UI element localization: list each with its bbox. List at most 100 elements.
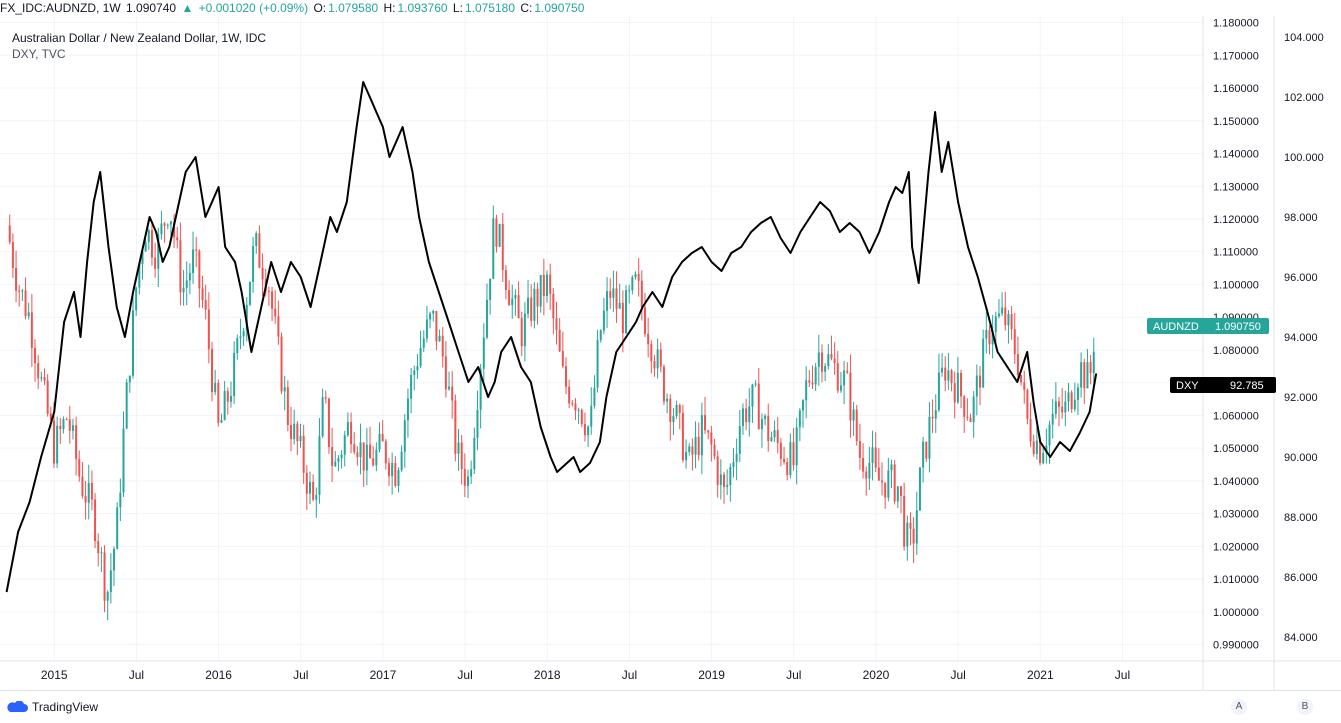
candle-body <box>296 423 299 442</box>
tradingview-logo[interactable]: TradingView <box>6 700 98 714</box>
candle-body <box>931 416 934 419</box>
candle-body <box>735 453 738 463</box>
candle-body <box>606 291 609 311</box>
legend-overlay-series[interactable]: DXY, TVC <box>12 47 66 61</box>
candle-body <box>122 428 125 493</box>
candle-body <box>681 412 684 461</box>
candle-body <box>416 366 419 371</box>
candle-body <box>220 419 223 423</box>
candle-body <box>125 382 128 429</box>
candle-body <box>530 297 533 321</box>
candle-body <box>280 336 283 392</box>
candle-body <box>217 382 220 423</box>
candle-body <box>293 423 296 440</box>
candle-body <box>179 240 182 293</box>
candle-body <box>1004 307 1007 326</box>
candle-body <box>128 375 131 383</box>
candle-body <box>672 416 675 423</box>
time-axis[interactable]: 2015 Jul 2016 Jul 2017 Jul 2018 Jul 2019 Jul 2020 J… <box>41 668 1130 682</box>
candle-body <box>334 461 337 467</box>
candle-body <box>413 370 416 375</box>
right-axis-tick-label: 84.000 <box>1284 632 1318 644</box>
candle-body <box>18 290 21 292</box>
candle-body <box>169 221 172 225</box>
candle-body <box>476 409 479 438</box>
left-axis-tick-label: 1.040000 <box>1213 476 1259 488</box>
candle-body <box>223 391 226 420</box>
time-axis-tick-label: 2020 <box>863 668 890 682</box>
candle-body <box>1064 401 1067 413</box>
low-value: 1.075180 <box>464 1 515 15</box>
candle-body <box>675 404 678 417</box>
candle-body <box>470 469 473 477</box>
left-axis-tick-label: 1.030000 <box>1213 509 1259 521</box>
candle-body <box>324 397 327 399</box>
right-axis-tick-label: 102.000 <box>1284 92 1324 104</box>
candle-body <box>1073 399 1076 410</box>
candle-body <box>68 419 71 431</box>
candle-body <box>523 313 526 347</box>
candle-body <box>315 494 318 500</box>
candle-body <box>242 331 245 337</box>
close-value: 1.090750 <box>534 1 585 15</box>
candle-body <box>163 223 166 226</box>
candle-body <box>609 291 612 298</box>
candle-body <box>697 436 700 456</box>
candle-body <box>119 492 122 508</box>
audnzd-badge <box>1147 318 1269 334</box>
candle-body <box>508 289 511 306</box>
left-axis-tick-label: 1.180000 <box>1213 18 1259 30</box>
candle-body <box>1083 362 1086 389</box>
audnzd-price-axis[interactable]: 1.180000 1.170000 1.160000 1.150000 1.140000… <box>1213 18 1259 652</box>
right-axis-tick-label: 94.000 <box>1284 332 1318 344</box>
candle-body <box>539 274 542 307</box>
candle-body <box>1001 307 1004 314</box>
candle-body <box>201 288 204 301</box>
candle-body <box>252 245 255 282</box>
candle-body <box>286 387 289 425</box>
candle-body <box>915 510 918 544</box>
candle-body <box>713 444 716 457</box>
candle-body <box>947 370 950 381</box>
candle-body <box>451 386 454 401</box>
candle-body <box>384 441 387 464</box>
candle-body <box>985 330 988 339</box>
candle-body <box>30 312 33 348</box>
candle-body <box>963 396 966 417</box>
auto-scale-button[interactable]: A <box>1231 699 1247 715</box>
candle-body <box>489 278 492 300</box>
candle-body <box>719 474 722 485</box>
time-axis-tick-label: Jul <box>129 668 144 682</box>
candle-body <box>1023 382 1026 390</box>
candle-body <box>700 415 703 456</box>
candle-body <box>722 474 725 487</box>
legend-main-series[interactable]: Australian Dollar / New Zealand Dollar, … <box>12 31 267 45</box>
candle-body <box>498 223 501 247</box>
candle-body <box>628 290 631 292</box>
candle-body <box>678 404 681 413</box>
candle-body <box>448 386 451 390</box>
left-axis-tick-label: 0.990000 <box>1213 640 1259 652</box>
left-axis-tick-label: 1.140000 <box>1213 149 1259 161</box>
dxy-price-axis[interactable]: 104.000 102.000 100.000 98.000 96.000 94.000 9… <box>1284 32 1324 644</box>
candle-body <box>305 472 308 494</box>
candle-body <box>261 267 264 280</box>
price-change: +0.001020 (+0.09%) <box>198 1 309 15</box>
open-label: O: <box>313 1 327 15</box>
candle-body <box>283 387 286 392</box>
candle-body <box>552 293 555 319</box>
candle-body <box>625 290 628 334</box>
candle-body <box>271 291 274 309</box>
candle-body <box>760 419 763 430</box>
scale-b-button[interactable]: B <box>1297 699 1313 715</box>
candle-body <box>1026 389 1029 420</box>
symbol-name[interactable]: FX_IDC:AUDNZD, 1W <box>0 1 121 15</box>
candle-body <box>754 383 757 385</box>
candle-body <box>517 295 520 319</box>
candle-body <box>37 363 40 379</box>
candle-body <box>495 218 498 247</box>
left-axis-tick-label: 1.130000 <box>1213 181 1259 193</box>
left-axis-tick-label: 1.100000 <box>1213 279 1259 291</box>
candle-body <box>419 347 422 367</box>
price-chart[interactable]: 1.180000 1.170000 1.160000 1.150000 1.140000… <box>0 16 1341 690</box>
